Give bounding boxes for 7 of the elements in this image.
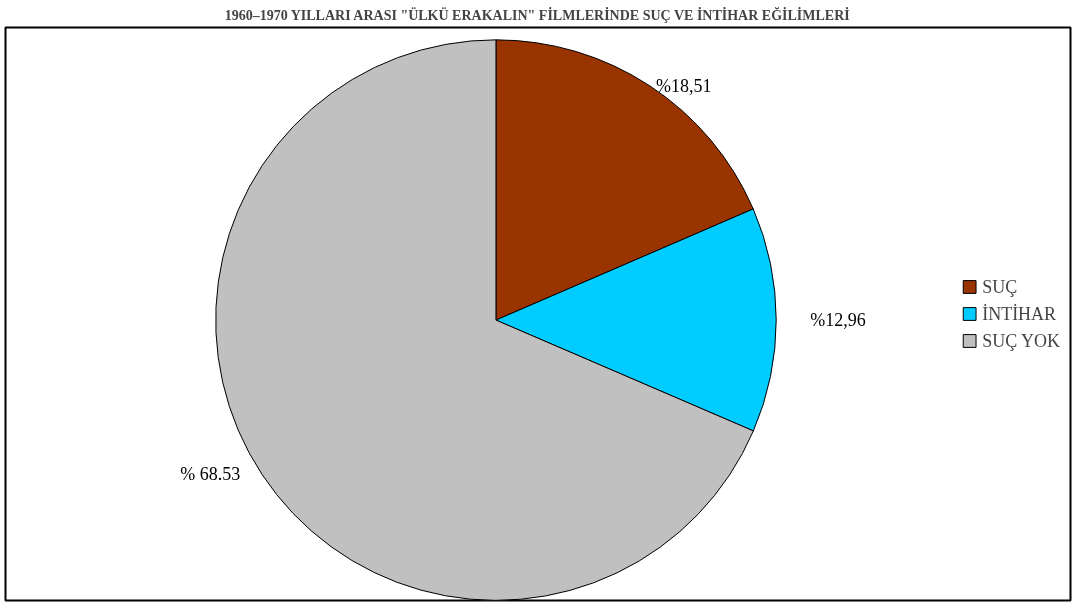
legend-label: SUÇ YOK [982,330,1060,351]
legend-label: İNTİHAR [982,303,1057,324]
data-label: %12,96 [810,309,866,330]
data-label: % 68.53 [180,464,241,485]
chart-title: 1960–1970 YILLARI ARASI "ÜLKÜ ERAKALIN" FİLMLERİNDE SUÇ VE İNTİHAR EĞİLİMLERİ [224,6,850,23]
legend-label: SUÇ [982,276,1018,297]
data-label: %18,51 [656,75,712,96]
